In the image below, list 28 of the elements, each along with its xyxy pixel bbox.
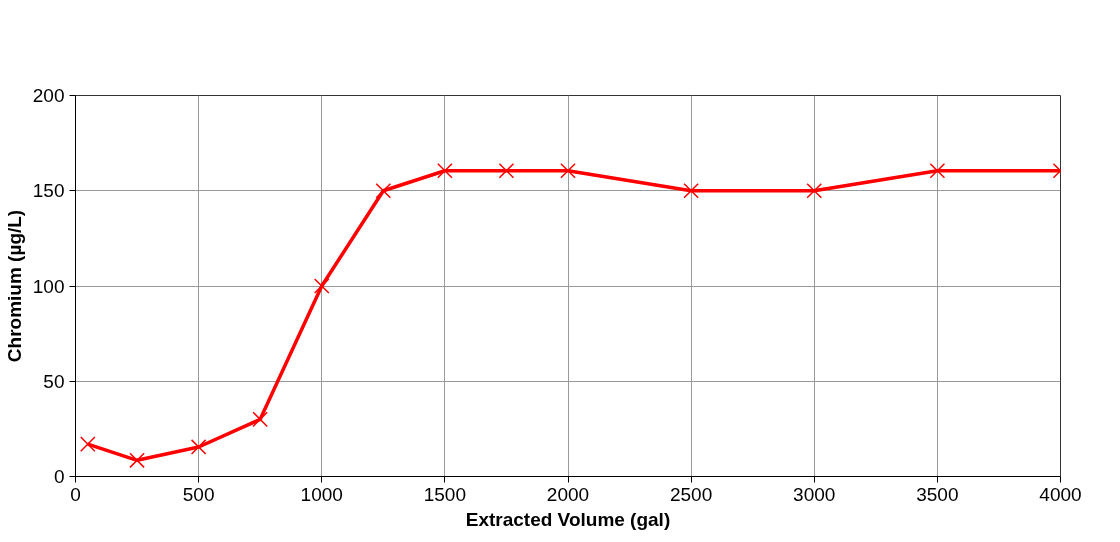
y-tick-label: 100 [32, 275, 65, 297]
x-tick-label: 4000 [1039, 483, 1082, 505]
point [498, 162, 515, 179]
x-tick-label: 1000 [300, 483, 343, 505]
point [375, 182, 392, 199]
point [129, 452, 145, 469]
y-tick-label: 50 [43, 370, 65, 392]
x-tick-label: 0 [70, 483, 81, 505]
y-axis-title: Chromium (µg/L) [3, 209, 25, 363]
point [79, 436, 96, 452]
y-tick-label: 150 [32, 180, 65, 202]
x-tick-label: 2000 [546, 483, 590, 505]
x-tick-label: 500 [182, 483, 215, 505]
x-axis-title: Extracted Volume (gal) [465, 508, 671, 530]
y-tick-label: 200 [32, 85, 65, 106]
point [252, 411, 269, 428]
x-tick-label: 3500 [916, 483, 959, 505]
point [683, 182, 699, 199]
x-tick-label: 2500 [669, 483, 713, 505]
point [313, 278, 330, 294]
point [190, 439, 207, 455]
point [806, 182, 823, 199]
x-tick-label: 3000 [793, 483, 836, 505]
point [560, 162, 576, 179]
y-tick-label: 0 [53, 466, 65, 487]
x-tick-label: 1500 [423, 483, 467, 505]
point [929, 162, 946, 179]
point [437, 162, 453, 179]
